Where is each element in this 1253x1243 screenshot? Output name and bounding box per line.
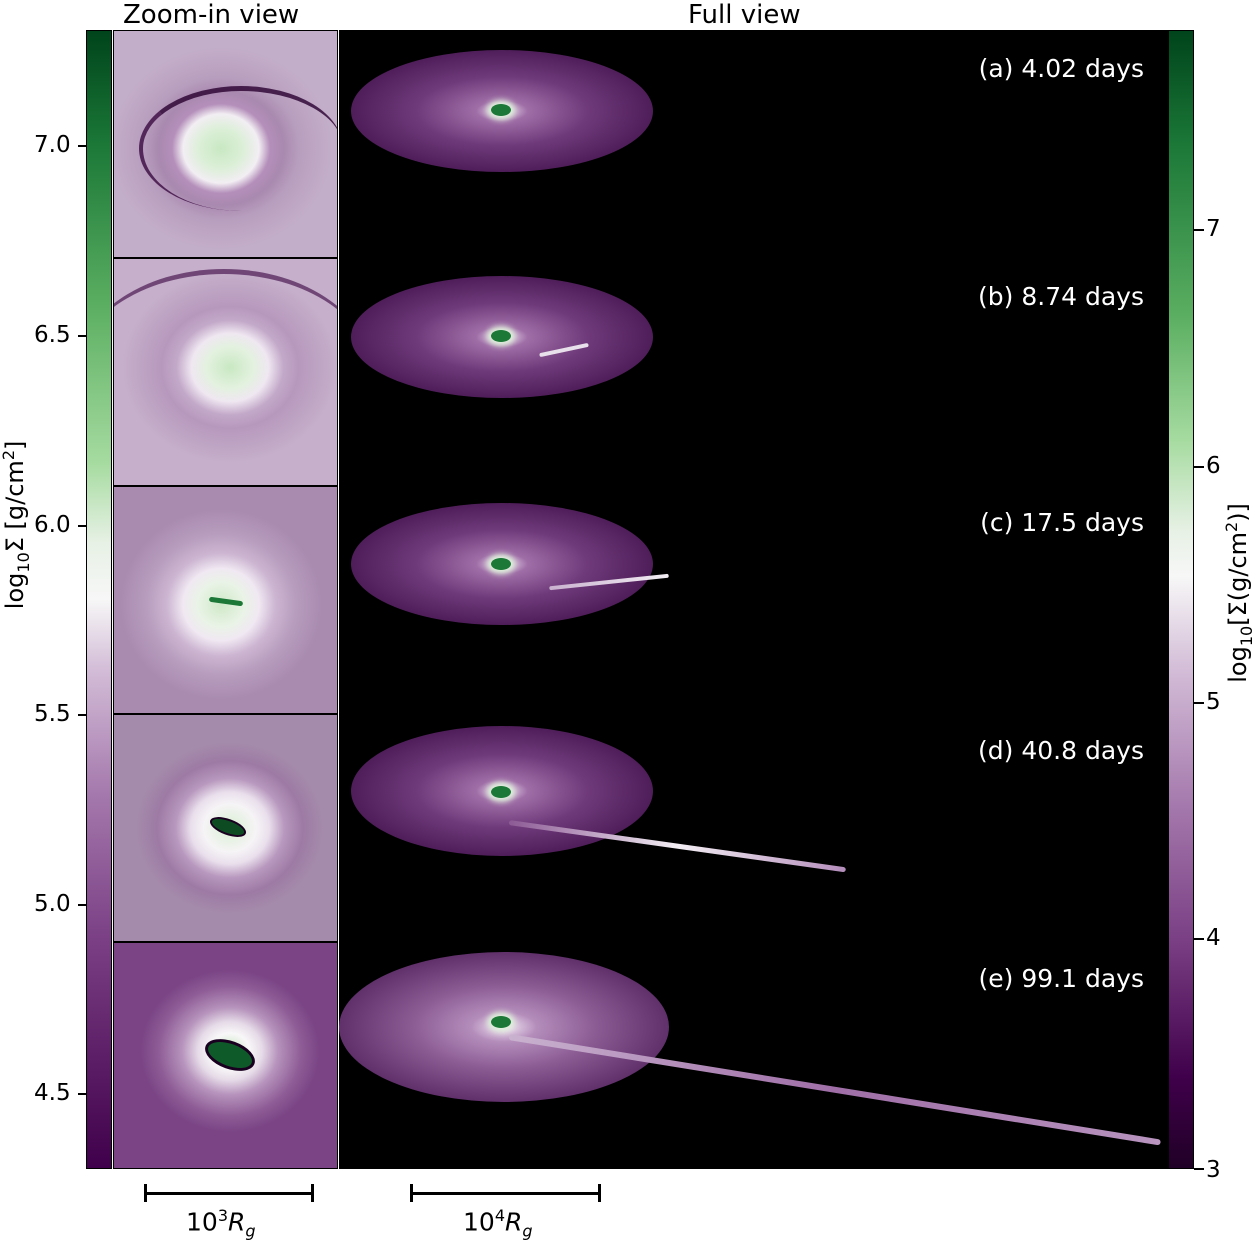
left-tick-label: 6.5 — [34, 322, 71, 348]
full-view-image: (a) 4.02 days (b) 8.74 days (c) 17.5 day… — [339, 30, 1168, 1169]
tilted-disk-core — [200, 1032, 260, 1078]
zoom-panel-d — [113, 714, 338, 942]
right-tick-label: 5 — [1206, 689, 1221, 715]
disk-core-a — [491, 104, 511, 116]
panel-label-c: (c) 17.5 days — [980, 508, 1144, 537]
disk-core-e — [491, 1016, 511, 1028]
disk-core-c — [491, 558, 511, 570]
disk-core-b — [491, 330, 511, 342]
streamer-core — [208, 596, 244, 607]
right-tick-label: 7 — [1206, 216, 1221, 242]
full-scalebar-label: 104Rg — [463, 1206, 533, 1241]
left-colorbar-title: log10Σ [g/cm2] — [0, 440, 33, 610]
zoom-view-header: Zoom-in view — [123, 0, 300, 30]
zoom-panel-a — [113, 30, 338, 258]
disk-core-d — [491, 786, 511, 798]
left-tick-label: 5.0 — [34, 891, 71, 917]
right-colorbar — [1168, 30, 1194, 1169]
right-tick-label: 6 — [1206, 453, 1221, 479]
left-tick-label: 6.0 — [34, 512, 71, 538]
right-tick-label: 3 — [1206, 1157, 1221, 1183]
tilted-disk-core — [207, 812, 249, 842]
stream-e — [508, 1034, 1161, 1146]
left-tick-label: 5.5 — [34, 701, 71, 727]
right-colorbar-title: log10[Σ(g/cm2)] — [1222, 503, 1253, 683]
panel-label-d: (d) 40.8 days — [978, 736, 1144, 765]
panel-label-b: (b) 8.74 days — [978, 282, 1144, 311]
left-tick-label: 7.0 — [34, 132, 71, 158]
zoom-scalebar-label: 103Rg — [186, 1206, 256, 1241]
full-view-header: Full view — [688, 0, 801, 30]
right-tick-label: 4 — [1206, 925, 1221, 951]
zoom-panel-b — [113, 258, 338, 486]
zoom-panel-e — [113, 942, 338, 1169]
panel-label-a: (a) 4.02 days — [978, 54, 1144, 83]
panel-label-e: (e) 99.1 days — [978, 964, 1144, 993]
zoom-panel-c — [113, 486, 338, 714]
left-tick-label: 4.5 — [34, 1080, 71, 1106]
spiral-arm — [139, 86, 337, 211]
spiral-arm — [114, 269, 337, 484]
left-colorbar — [86, 30, 112, 1169]
